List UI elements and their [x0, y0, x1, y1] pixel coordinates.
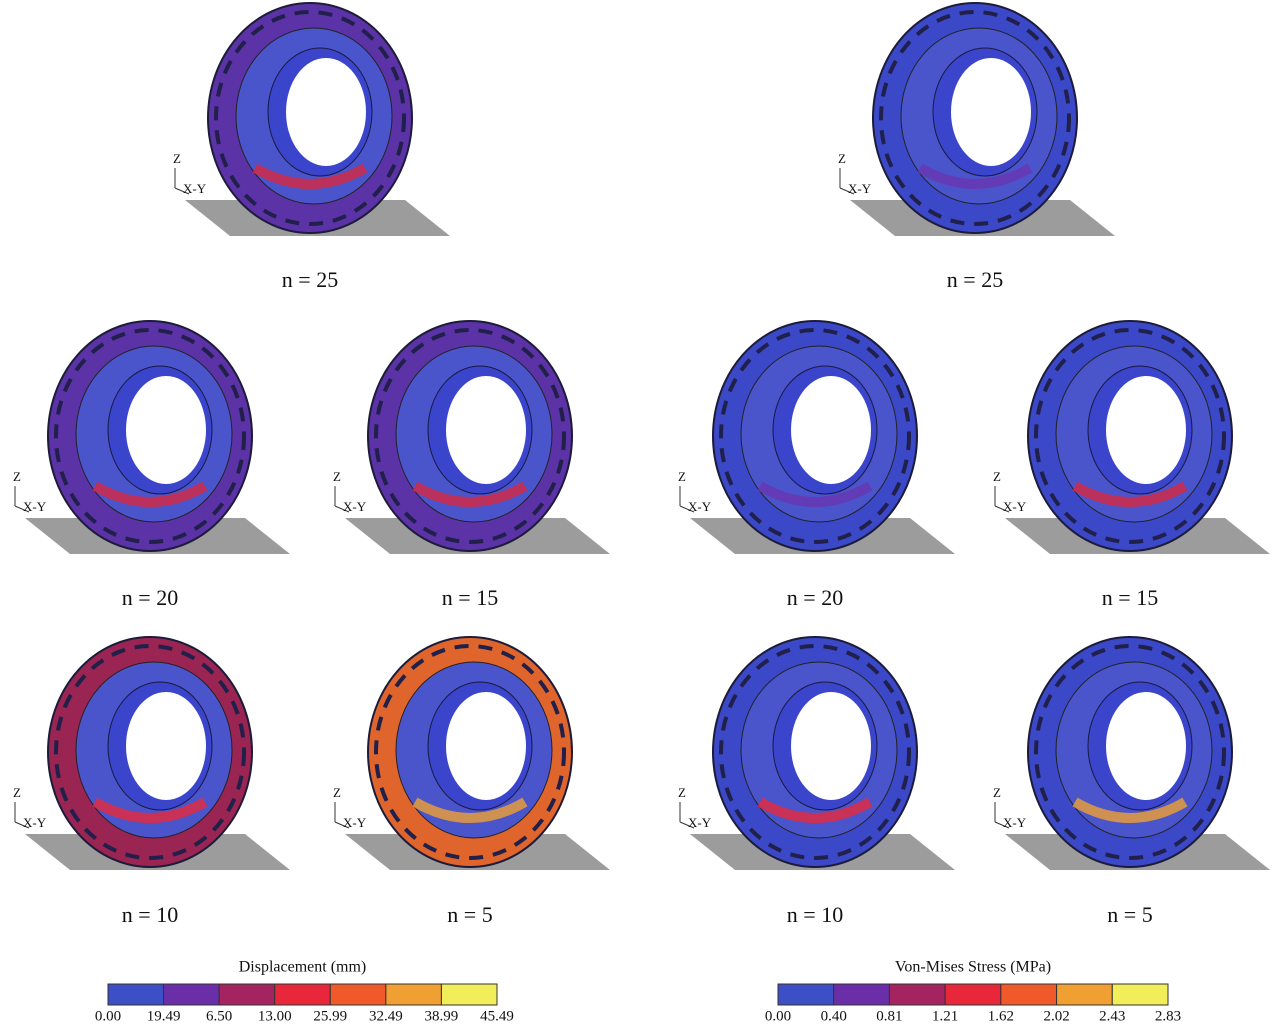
colorbar-segment [164, 984, 220, 1005]
triad-label: Z [993, 469, 1001, 484]
colorbar-segment [945, 984, 1001, 1005]
tire-panel: ZX-Y [333, 321, 610, 554]
hub-hole [791, 692, 871, 800]
hub-hole [951, 58, 1031, 166]
hub-hole [1106, 692, 1186, 800]
tire-panel: ZX-Y [993, 637, 1270, 870]
tire-panel: ZX-Y [678, 637, 955, 870]
colorbar-segment [275, 984, 331, 1005]
colorbar-label: 19.49 [147, 1008, 181, 1024]
colorbar-label: 2.43 [1099, 1008, 1125, 1024]
hub-hole [286, 58, 366, 166]
colorbar-segment [834, 984, 890, 1005]
triad-label: Z [993, 785, 1001, 800]
triad-label: X-Y [848, 181, 872, 196]
hub-hole [126, 376, 206, 484]
colorbar-label: 0.00 [95, 1008, 121, 1024]
hub-hole [446, 692, 526, 800]
triad-label: Z [13, 785, 21, 800]
hub-hole [446, 376, 526, 484]
tire-panel: ZX-Y [678, 321, 955, 554]
colorbar-segment [1057, 984, 1113, 1005]
panel-caption: n = 5 [1107, 902, 1152, 927]
panel-caption: n = 10 [787, 902, 843, 927]
triad-label: Z [678, 469, 686, 484]
colorbar-label: 2.83 [1155, 1008, 1181, 1024]
panel-caption: n = 20 [787, 585, 843, 610]
colorbar-label: 1.62 [988, 1008, 1014, 1024]
panel-caption: n = 5 [447, 902, 492, 927]
triad-label: X-Y [23, 815, 47, 830]
colorbar-label: 2.02 [1043, 1008, 1069, 1024]
triad-label: Z [333, 785, 341, 800]
colorbar-segment [1112, 984, 1168, 1005]
legend-title: Von-Mises Stress (MPa) [895, 959, 1051, 976]
tire-panel: ZX-Y [333, 637, 610, 870]
panel-caption: n = 25 [282, 267, 338, 292]
colorbar-label: 25.99 [313, 1008, 347, 1024]
colorbar-label: 13.00 [258, 1008, 292, 1024]
tire-panel: ZX-Y [993, 321, 1270, 554]
tire-panel: ZX-Y [13, 637, 290, 870]
hub-hole [1106, 376, 1186, 484]
colorbar-label: 0.00 [765, 1008, 791, 1024]
colorbar-label: 32.49 [369, 1008, 403, 1024]
tire-panel: ZX-Y [173, 3, 450, 236]
panel-caption: n = 15 [442, 585, 498, 610]
hub-hole [791, 376, 871, 484]
triad-label: X-Y [23, 499, 47, 514]
panel-caption: n = 15 [1102, 585, 1158, 610]
colorbar-segment [1001, 984, 1057, 1005]
legend-title: Displacement (mm) [239, 959, 367, 976]
hub-hole [126, 692, 206, 800]
panel-caption: n = 25 [947, 267, 1003, 292]
triad-label: X-Y [688, 815, 712, 830]
figure: ZX-Yn = 25ZX-Yn = 25ZX-Yn = 20ZX-Yn = 15… [0, 0, 1285, 1029]
triad-label: X-Y [1003, 815, 1027, 830]
triad-label: Z [838, 151, 846, 166]
triad-label: Z [173, 151, 181, 166]
panel-caption: n = 10 [122, 902, 178, 927]
triad-label: X-Y [343, 499, 367, 514]
colorbar-segment [219, 984, 275, 1005]
colorbar-segment [386, 984, 442, 1005]
triad-label: X-Y [343, 815, 367, 830]
triad-label: X-Y [688, 499, 712, 514]
triad-label: X-Y [183, 181, 207, 196]
colorbar-label: 38.99 [425, 1008, 459, 1024]
colorbar-segment [889, 984, 945, 1005]
colorbar-segment [108, 984, 164, 1005]
triad-label: X-Y [1003, 499, 1027, 514]
colorbar-label: 0.81 [876, 1008, 902, 1024]
tire-panel: ZX-Y [13, 321, 290, 554]
colorbar-label: 45.49 [480, 1008, 514, 1024]
tire-panel: ZX-Y [838, 3, 1115, 236]
colorbar-label: 1.21 [932, 1008, 958, 1024]
colorbar-label: 0.40 [821, 1008, 847, 1024]
triad-label: Z [13, 469, 21, 484]
triad-label: Z [678, 785, 686, 800]
colorbar-segment [441, 984, 497, 1005]
triad-label: Z [333, 469, 341, 484]
colorbar-segment [330, 984, 386, 1005]
colorbar-segment [778, 984, 834, 1005]
colorbar-label: 6.50 [206, 1008, 232, 1024]
panel-caption: n = 20 [122, 585, 178, 610]
